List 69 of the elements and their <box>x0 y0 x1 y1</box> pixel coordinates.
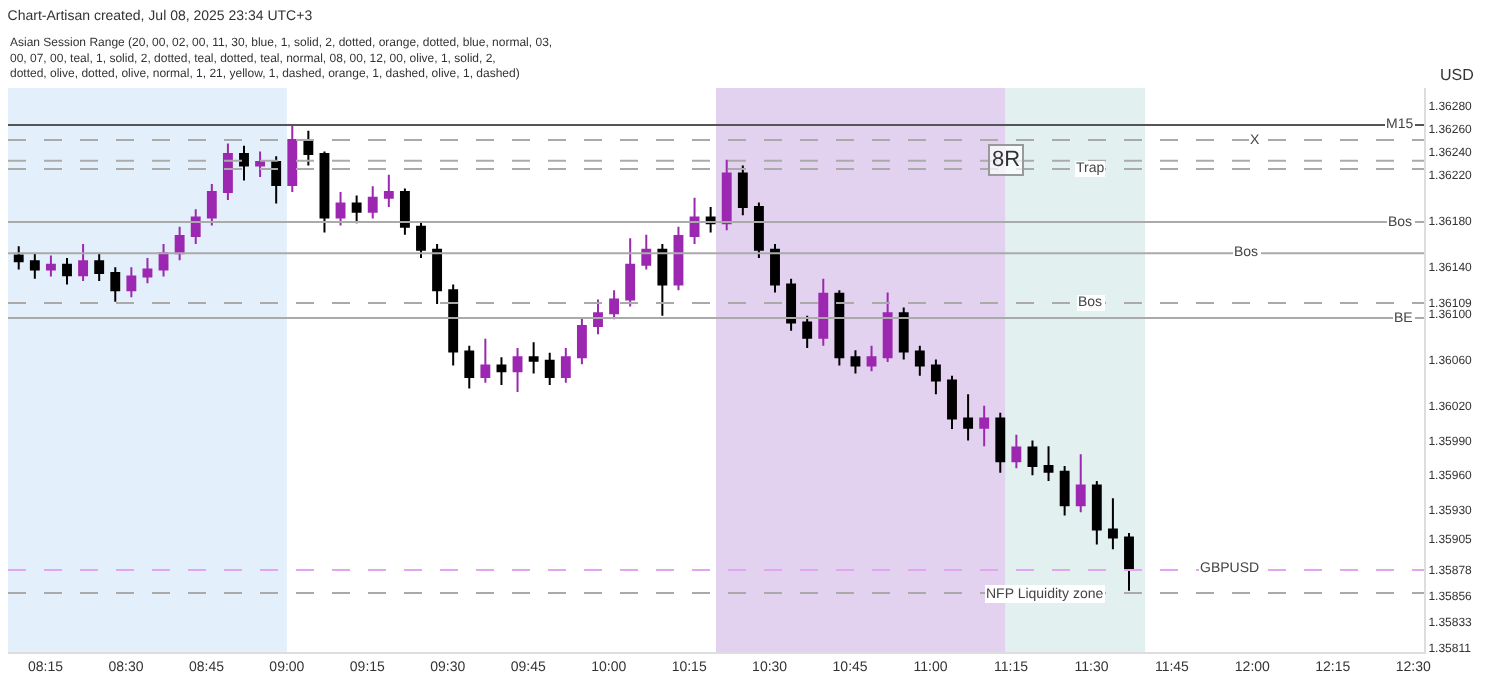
candlestick <box>206 182 217 227</box>
candlestick <box>126 266 137 299</box>
candlestick <box>190 208 201 246</box>
candlestick <box>753 201 764 259</box>
candlestick <box>448 283 459 367</box>
candlestick <box>174 225 185 262</box>
candlestick <box>351 194 362 225</box>
candlestick <box>560 347 571 384</box>
candlestick <box>62 256 72 286</box>
candlestick <box>29 252 40 280</box>
candlestick <box>979 404 990 448</box>
candlestick <box>721 158 732 232</box>
candlestick <box>94 252 105 282</box>
candlestick <box>303 129 314 167</box>
candlestick <box>335 191 346 227</box>
candlestick <box>496 356 507 387</box>
candlestick <box>110 266 121 303</box>
candlestick <box>947 374 957 430</box>
candlestick <box>1043 445 1054 482</box>
candlestick <box>255 150 266 178</box>
candlestick <box>930 358 941 396</box>
candlestick <box>786 277 797 332</box>
candlestick <box>770 243 780 294</box>
candlestick <box>641 233 652 271</box>
candlestick <box>416 219 426 259</box>
band-label: 8R <box>992 148 1021 172</box>
candlestick <box>512 347 523 393</box>
candlestick <box>432 243 443 306</box>
candlestick <box>271 155 282 205</box>
candlestick <box>576 317 587 366</box>
candlestick <box>1011 433 1022 470</box>
candlestick <box>625 237 636 308</box>
candlestick <box>287 123 298 194</box>
candlestick <box>898 306 909 361</box>
candlestick <box>464 344 475 390</box>
candlestick <box>142 256 153 285</box>
candlestick <box>319 150 330 234</box>
candlestick <box>1091 479 1102 546</box>
candlestick <box>866 344 877 373</box>
candlestick <box>1075 453 1086 514</box>
candlestick <box>480 337 491 384</box>
candlestick <box>818 277 829 347</box>
text: USD <box>1440 66 1475 84</box>
candlestick <box>689 196 700 246</box>
candlestick <box>1107 497 1118 551</box>
candlestick <box>528 341 539 375</box>
candlestick <box>544 351 555 387</box>
candlestick <box>222 142 233 202</box>
candlestick <box>383 173 394 209</box>
candlestick <box>834 289 845 367</box>
candlestick <box>963 393 974 442</box>
candlestick <box>1059 464 1070 517</box>
candlestick <box>914 344 925 377</box>
candlestick <box>1124 531 1134 592</box>
candlestick <box>13 245 24 271</box>
candlestick <box>850 349 861 375</box>
candlestick <box>367 185 378 220</box>
candlestick <box>1027 439 1038 477</box>
candlestick <box>657 243 668 317</box>
candlestick <box>882 291 893 363</box>
candlestick <box>239 144 249 182</box>
candlestick <box>45 254 56 278</box>
candlestick <box>737 164 748 217</box>
candlestick <box>78 243 89 282</box>
candlestick <box>802 314 813 350</box>
candlestick <box>995 411 1006 474</box>
candlestick <box>399 187 410 236</box>
candlestick <box>609 289 620 321</box>
candlestick <box>593 298 603 336</box>
